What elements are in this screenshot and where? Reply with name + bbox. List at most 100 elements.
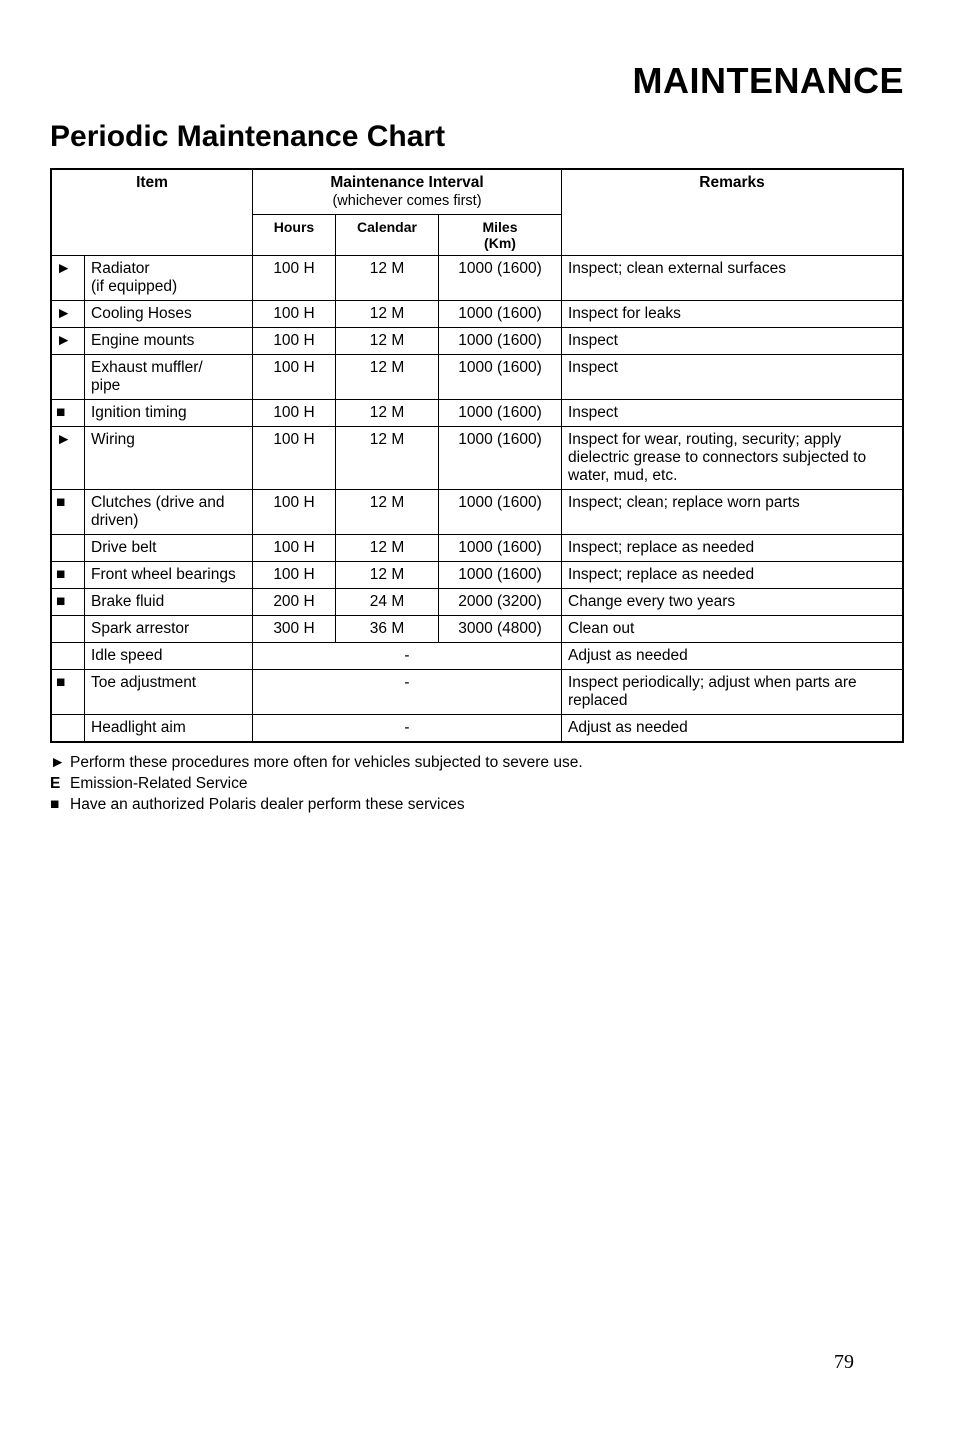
row-miles: 1000 (1600): [439, 427, 562, 490]
header-hours: Hours: [253, 215, 336, 256]
row-remarks: Inspect periodically; adjust when parts …: [562, 670, 904, 715]
row-remarks: Inspect: [562, 400, 904, 427]
row-item: Exhaust muffler/pipe: [85, 355, 253, 400]
legend-text: Have an authorized Polaris dealer perfor…: [70, 795, 465, 816]
row-remarks: Inspect; replace as needed: [562, 562, 904, 589]
row-interval-merged: -: [253, 643, 562, 670]
row-miles: 1000 (1600): [439, 535, 562, 562]
row-item: Drive belt: [85, 535, 253, 562]
row-symbol: ■: [51, 589, 85, 616]
row-hours: 100 H: [253, 427, 336, 490]
row-hours: 100 H: [253, 400, 336, 427]
legend: ►Perform these procedures more often for…: [50, 753, 904, 816]
row-symbol: ■: [51, 562, 85, 589]
maintenance-table: Item Maintenance Interval (whichever com…: [50, 168, 904, 743]
row-miles: 1000 (1600): [439, 256, 562, 301]
row-symbol: [51, 355, 85, 400]
row-interval-merged: -: [253, 715, 562, 743]
header-item: Item: [51, 169, 253, 256]
row-miles: 2000 (3200): [439, 589, 562, 616]
row-remarks: Adjust as needed: [562, 643, 904, 670]
row-miles: 1000 (1600): [439, 562, 562, 589]
row-symbol: [51, 643, 85, 670]
row-item: Clutches (drive and driven): [85, 490, 253, 535]
row-remarks: Adjust as needed: [562, 715, 904, 743]
row-hours: 100 H: [253, 490, 336, 535]
row-item: Cooling Hoses: [85, 301, 253, 328]
row-remarks: Inspect for wear, routing, security; app…: [562, 427, 904, 490]
row-hours: 100 H: [253, 355, 336, 400]
row-miles: 1000 (1600): [439, 301, 562, 328]
row-symbol: ■: [51, 400, 85, 427]
legend-symbol: ►: [50, 753, 70, 774]
row-symbol: [51, 616, 85, 643]
row-hours: 100 H: [253, 301, 336, 328]
row-symbol: [51, 715, 85, 743]
row-hours: 100 H: [253, 328, 336, 355]
row-symbol: [51, 535, 85, 562]
row-symbol: ►: [51, 256, 85, 301]
page-number: 79: [834, 1351, 854, 1374]
row-interval-merged: -: [253, 670, 562, 715]
row-hours: 100 H: [253, 562, 336, 589]
row-hours: 100 H: [253, 535, 336, 562]
row-symbol: ■: [51, 490, 85, 535]
row-item: Headlight aim: [85, 715, 253, 743]
row-item: Idle speed: [85, 643, 253, 670]
row-miles: 1000 (1600): [439, 328, 562, 355]
row-remarks: Inspect; clean; replace worn parts: [562, 490, 904, 535]
row-calendar: 12 M: [336, 562, 439, 589]
header-maint-sub: (whichever comes first): [332, 193, 481, 209]
row-item: Spark arrestor: [85, 616, 253, 643]
row-remarks: Clean out: [562, 616, 904, 643]
header-calendar: Calendar: [336, 215, 439, 256]
row-symbol: ►: [51, 301, 85, 328]
row-remarks: Change every two years: [562, 589, 904, 616]
header-remarks: Remarks: [562, 169, 904, 256]
legend-row: ►Perform these procedures more often for…: [50, 753, 904, 774]
legend-symbol: ■: [50, 795, 70, 816]
row-item: Radiator(if equipped): [85, 256, 253, 301]
row-calendar: 12 M: [336, 490, 439, 535]
row-calendar: 12 M: [336, 400, 439, 427]
header-miles: Miles(Km): [439, 215, 562, 256]
row-remarks: Inspect; clean external surfaces: [562, 256, 904, 301]
legend-text: Emission-Related Service: [70, 774, 247, 795]
row-miles: 3000 (4800): [439, 616, 562, 643]
row-calendar: 12 M: [336, 328, 439, 355]
row-item: Front wheel bearings: [85, 562, 253, 589]
header-maint-label: Maintenance Interval: [330, 174, 483, 191]
row-item: Ignition timing: [85, 400, 253, 427]
row-item: Brake fluid: [85, 589, 253, 616]
row-symbol: ►: [51, 427, 85, 490]
row-remarks: Inspect: [562, 328, 904, 355]
row-remarks: Inspect for leaks: [562, 301, 904, 328]
row-miles: 1000 (1600): [439, 490, 562, 535]
row-remarks: Inspect; replace as needed: [562, 535, 904, 562]
row-hours: 300 H: [253, 616, 336, 643]
row-item: Toe adjustment: [85, 670, 253, 715]
legend-row: EEmission-Related Service: [50, 774, 904, 795]
row-calendar: 12 M: [336, 301, 439, 328]
row-calendar: 12 M: [336, 256, 439, 301]
legend-symbol: E: [50, 774, 70, 795]
section-title: Periodic Maintenance Chart: [50, 120, 904, 154]
row-calendar: 36 M: [336, 616, 439, 643]
row-symbol: ►: [51, 328, 85, 355]
row-miles: 1000 (1600): [439, 400, 562, 427]
legend-text: Perform these procedures more often for …: [70, 753, 583, 774]
row-remarks: Inspect: [562, 355, 904, 400]
row-item: Engine mounts: [85, 328, 253, 355]
row-calendar: 12 M: [336, 427, 439, 490]
header-maintenance-interval: Maintenance Interval (whichever comes fi…: [253, 169, 562, 215]
row-miles: 1000 (1600): [439, 355, 562, 400]
row-calendar: 24 M: [336, 589, 439, 616]
page-title: MAINTENANCE: [50, 60, 904, 102]
legend-row: ■Have an authorized Polaris dealer perfo…: [50, 795, 904, 816]
row-calendar: 12 M: [336, 535, 439, 562]
row-symbol: ■: [51, 670, 85, 715]
row-item: Wiring: [85, 427, 253, 490]
row-calendar: 12 M: [336, 355, 439, 400]
row-hours: 100 H: [253, 256, 336, 301]
row-hours: 200 H: [253, 589, 336, 616]
